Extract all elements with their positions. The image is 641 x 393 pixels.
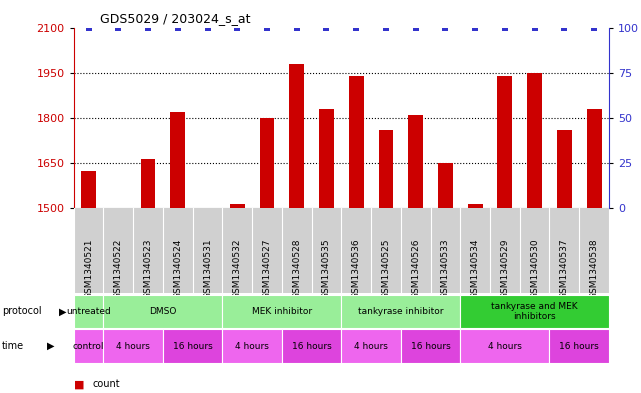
- Bar: [289, 64, 304, 208]
- Text: tankyrase and MEK
inhibitors: tankyrase and MEK inhibitors: [491, 302, 578, 321]
- Bar: [378, 130, 394, 208]
- Bar: [549, 329, 609, 363]
- Bar: [163, 329, 222, 363]
- Bar: [222, 329, 282, 363]
- Bar: [557, 130, 572, 208]
- Bar: [140, 159, 156, 208]
- Bar: [587, 109, 601, 208]
- Bar: [468, 204, 483, 208]
- Text: 16 hours: 16 hours: [560, 342, 599, 351]
- Text: 16 hours: 16 hours: [173, 342, 213, 351]
- Bar: [230, 204, 245, 208]
- Bar: [408, 115, 423, 208]
- Bar: [282, 329, 341, 363]
- Bar: [81, 171, 96, 208]
- Text: untreated: untreated: [66, 307, 111, 316]
- Bar: [460, 295, 609, 328]
- Text: ▶: ▶: [47, 341, 55, 351]
- Text: control: control: [73, 342, 104, 351]
- Bar: [74, 329, 103, 363]
- Text: 4 hours: 4 hours: [116, 342, 150, 351]
- Text: 16 hours: 16 hours: [292, 342, 331, 351]
- Text: DMSO: DMSO: [149, 307, 177, 316]
- Bar: [222, 295, 341, 328]
- Text: ■: ■: [74, 379, 84, 389]
- Text: 4 hours: 4 hours: [488, 342, 522, 351]
- Bar: [341, 295, 460, 328]
- Text: protocol: protocol: [2, 307, 42, 316]
- Bar: [438, 163, 453, 208]
- Bar: [349, 76, 363, 208]
- Text: count: count: [93, 379, 121, 389]
- Text: 4 hours: 4 hours: [235, 342, 269, 351]
- Bar: [341, 329, 401, 363]
- Bar: [74, 295, 103, 328]
- Bar: [103, 329, 163, 363]
- Text: ▶: ▶: [59, 307, 67, 316]
- Text: MEK inhibitor: MEK inhibitor: [252, 307, 312, 316]
- Text: 4 hours: 4 hours: [354, 342, 388, 351]
- Bar: [103, 295, 222, 328]
- Text: time: time: [2, 341, 24, 351]
- Text: 16 hours: 16 hours: [411, 342, 451, 351]
- Bar: [527, 73, 542, 208]
- Text: GDS5029 / 203024_s_at: GDS5029 / 203024_s_at: [101, 12, 251, 25]
- Text: tankyrase inhibitor: tankyrase inhibitor: [358, 307, 444, 316]
- Bar: [260, 118, 274, 208]
- Bar: [460, 329, 549, 363]
- Bar: [497, 76, 512, 208]
- Bar: [401, 329, 460, 363]
- Bar: [171, 112, 185, 208]
- Bar: [319, 109, 334, 208]
